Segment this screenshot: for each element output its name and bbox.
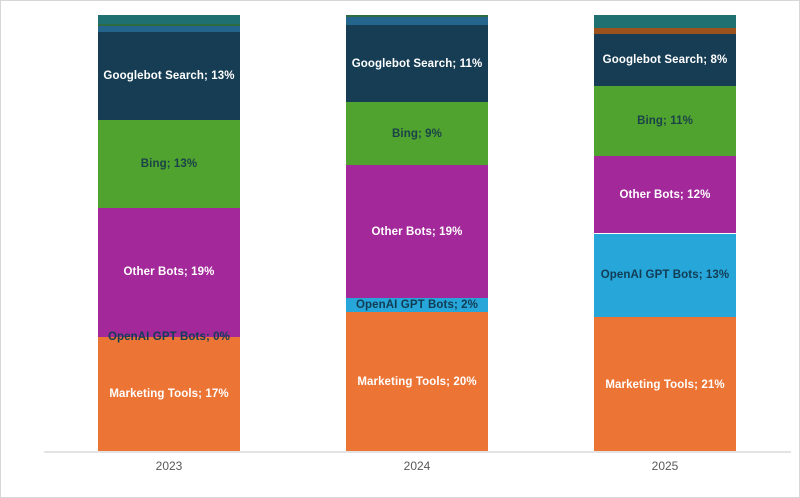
segment-googlebot-search — [346, 25, 488, 103]
segment-unlabeled-segment-teal — [594, 15, 736, 28]
segment-openai-gpt-bots — [594, 233, 736, 318]
x-axis-line — [44, 451, 791, 453]
segment-other-bots — [594, 156, 736, 234]
x-axis-label-2025: 2025 — [651, 459, 679, 473]
bar-2025: Googlebot Search; 8% Bing; 11% Other Bots;… — [594, 15, 736, 452]
segment-bing — [98, 120, 240, 209]
segment-unlabeled-segment-dark-green — [98, 23, 240, 26]
segment-unlabeled-segment-steel-blue — [346, 17, 488, 26]
segment-openai-gpt-bots — [346, 298, 488, 313]
segment-googlebot-search — [594, 34, 736, 86]
x-axis-label-2024: 2024 — [403, 459, 431, 473]
segment-unlabeled-segment-steel-blue — [98, 25, 240, 32]
segment-unlabeled-segment-rust — [594, 27, 736, 35]
segment-unlabeled-segment-dark-green — [346, 15, 488, 18]
segment-other-bots — [346, 165, 488, 299]
segment-bing — [346, 102, 488, 166]
segment-marketing-tools — [346, 312, 488, 452]
bar-2024: Googlebot Search; 11% Bing; 9% Other Bots;… — [346, 15, 488, 452]
segment-marketing-tools — [594, 317, 736, 452]
bar-2023: Googlebot Search; 13% Bing; 13% Other Bots… — [98, 15, 240, 452]
segment-googlebot-search — [98, 31, 240, 120]
segment-bing — [594, 85, 736, 157]
segment-unlabeled-segment-teal — [98, 15, 240, 24]
segment-marketing-tools — [98, 336, 240, 452]
segment-other-bots — [98, 208, 240, 337]
x-axis-label-2023: 2023 — [155, 459, 183, 473]
